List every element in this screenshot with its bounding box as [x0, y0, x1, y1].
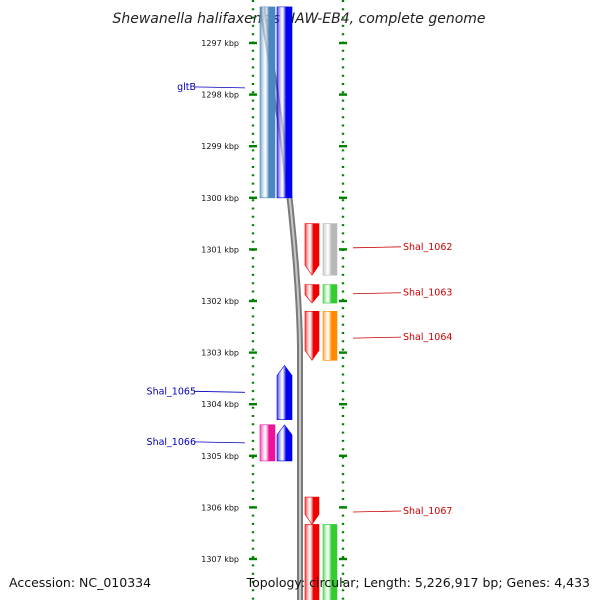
gene-shal-1064[interactable]	[304, 311, 320, 361]
gene-shal-1066[interactable]	[276, 424, 293, 462]
label-leader-shal-1065	[193, 390, 246, 393]
gene-shal-1067[interactable]	[304, 496, 320, 525]
label-leader-shal-1064	[352, 336, 402, 339]
cog-unnamed[interactable]	[322, 524, 338, 600]
genome-title: Shewanella halifaxensis HAW-EB4, complet…	[112, 11, 485, 27]
cog-shal-1062[interactable]	[322, 223, 338, 276]
gene-label-shal-1066[interactable]: Shal_1066	[147, 437, 196, 448]
cog-shal-1066[interactable]	[259, 424, 276, 462]
tick-label: 1304 kbp	[201, 400, 239, 409]
scale-ticks: 1297 kbp 1298 kbp 1299 kbp 1300 kbp 1301 kbp…	[201, 39, 347, 564]
cog-gltb[interactable]	[259, 6, 276, 199]
gene-label-shal-1062[interactable]: Shal_1062	[403, 242, 452, 253]
tick-label: 1299 kbp	[201, 142, 239, 151]
gene-label-gltb[interactable]: gltB	[177, 82, 196, 93]
tick-label: 1298 kbp	[201, 91, 239, 100]
gene-shal-1063[interactable]	[304, 284, 320, 304]
gene-unnamed[interactable]	[304, 524, 320, 600]
topology-text: Topology: circular; Length: 5,226,917 bp…	[246, 575, 590, 590]
tick-label: 1307 kbp	[201, 555, 239, 564]
gene-label-shal-1065[interactable]: Shal_1065	[147, 386, 196, 397]
tick-label: 1305 kbp	[201, 452, 239, 461]
gene-label-shal-1063[interactable]: Shal_1063	[403, 288, 452, 299]
tick-label: 1306 kbp	[201, 503, 239, 512]
label-leader-shal-1066	[193, 441, 246, 444]
cog-shal-1063[interactable]	[322, 284, 338, 304]
accession-text: Accession: NC_010334	[9, 575, 151, 590]
gene-shal-1062[interactable]	[304, 223, 320, 276]
tick-label: 1303 kbp	[201, 349, 239, 358]
gene-gltb[interactable]	[276, 6, 293, 199]
tick-label: 1301 kbp	[201, 245, 239, 254]
tick-label: 1300 kbp	[201, 194, 239, 203]
cog-shal-1064[interactable]	[322, 311, 338, 361]
gene-labels: gltB Shal_1062 Shal_1063 Shal_1064 Shal_1065…	[147, 82, 453, 517]
gene-label-shal-1064[interactable]: Shal_1064	[403, 332, 452, 343]
gene-shal-1065[interactable]	[276, 365, 293, 420]
label-leader-shal-1062	[352, 246, 402, 249]
gene-label-shal-1067[interactable]: Shal_1067	[403, 506, 452, 517]
label-leader-shal-1067	[352, 510, 402, 513]
gene-features	[259, 6, 338, 600]
label-leader-shal-1063	[352, 292, 402, 295]
tick-label: 1297 kbp	[201, 39, 239, 48]
tick-label: 1302 kbp	[201, 297, 239, 306]
label-leader-gltb	[193, 86, 246, 89]
